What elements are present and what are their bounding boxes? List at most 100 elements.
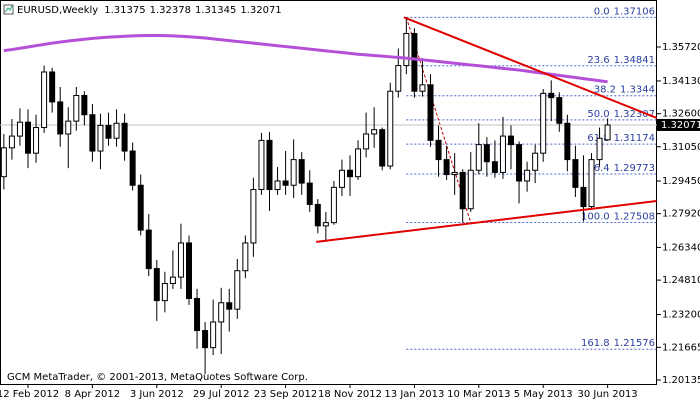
- candle-body: [33, 127, 40, 154]
- candle-body: [113, 122, 120, 139]
- candle-body: [604, 124, 611, 141]
- open: 1.31375: [104, 5, 145, 16]
- candle-body: [355, 148, 362, 178]
- candle-body: [145, 229, 152, 270]
- candle-body: [234, 270, 241, 310]
- y-tick-label: 1.20135: [662, 375, 700, 386]
- candle-body: [572, 159, 579, 188]
- candle-body: [105, 124, 112, 139]
- fib-label: 50.0 1.32307: [587, 109, 655, 120]
- candle-body: [347, 169, 353, 178]
- x-tick-label: 8 Apr 2012: [65, 389, 120, 400]
- fib-label: 38.2 1.3344: [594, 85, 655, 96]
- candle-body: [266, 139, 273, 191]
- x-tick-label: 10 Mar 2013: [447, 389, 510, 400]
- candle-body: [0, 147, 7, 178]
- x-tick-label: 30 Jun 2013: [578, 389, 638, 400]
- moving-average: [3, 33, 608, 84]
- fib-ratio: 161.8: [581, 338, 610, 349]
- candle-body: [65, 120, 72, 135]
- candle-body: [475, 144, 482, 171]
- layers: 1.35720 1.34130 1.32600 1.31050 1.29450 1.279…: [0, 6, 700, 400]
- y-tick-label: 1.35720: [662, 42, 700, 53]
- fib-price: 1.29773: [614, 163, 655, 174]
- candle-body: [186, 242, 192, 299]
- candle-body: [588, 159, 595, 208]
- fib-ratio: 0.0: [594, 6, 610, 17]
- fib-price: 1.32307: [614, 109, 655, 120]
- candle-body: [242, 242, 249, 272]
- candle-body: [161, 283, 168, 302]
- current-price-label: 1.32071: [661, 120, 700, 131]
- symbol-icon-mark: [4, 5, 13, 13]
- candle-body: [483, 144, 490, 163]
- fib-price: 1.37106: [614, 6, 655, 17]
- candle-body: [330, 186, 337, 224]
- fib-price: 1.3344: [620, 85, 655, 96]
- x-tick-label: 29 Jul 2012: [193, 389, 250, 400]
- footer: GCM MetaTrader, © 2001-2013, MetaQuotes …: [7, 372, 308, 383]
- candle-body: [177, 242, 184, 278]
- y-tick-label: 1.34130: [662, 76, 700, 87]
- y-tick-label: 1.31050: [662, 142, 700, 153]
- candle-body: [395, 65, 402, 92]
- fib-ratio: 76.4: [587, 163, 609, 174]
- candle-body: [57, 101, 64, 135]
- candle-body: [202, 330, 209, 349]
- fib-label: 76.4 1.29773: [587, 163, 655, 174]
- candle-body: [467, 169, 474, 210]
- candle-body: [121, 122, 128, 152]
- candle-body: [435, 139, 442, 161]
- candle-body: [451, 171, 458, 176]
- fib-price: 1.27508: [614, 211, 655, 222]
- candle-body: [210, 321, 217, 349]
- x-tick-label: 18 Nov 2012: [318, 389, 382, 400]
- plot-frame: [0, 0, 657, 385]
- header: EURUSD,Weekly 1.31375 1.32378 1.31345 1.3207…: [17, 5, 282, 16]
- candle-body: [338, 169, 345, 188]
- candle-body: [25, 121, 31, 154]
- y-tick-label: 1.23200: [662, 310, 700, 321]
- candle-body: [532, 152, 539, 171]
- candle-body: [153, 268, 160, 302]
- candle-body: [443, 159, 450, 176]
- candle-body: [306, 182, 313, 205]
- candle-body: [427, 84, 434, 141]
- x-tick-label: 3 Jun 2012: [130, 389, 184, 400]
- candle-body: [226, 302, 233, 310]
- candle-body: [419, 84, 426, 92]
- fib-price: 1.31174: [614, 133, 655, 144]
- candle-body: [290, 159, 297, 186]
- y-tick-label: 1.27920: [662, 209, 700, 220]
- candle-body: [411, 33, 418, 92]
- candle-body: [379, 129, 386, 167]
- trendline: [316, 200, 657, 243]
- y-tick-label: 1.32600: [662, 109, 700, 120]
- candle-body: [363, 133, 370, 150]
- candle-body: [499, 135, 506, 173]
- candle-body: [129, 150, 136, 186]
- candle-body: [508, 135, 514, 146]
- candle-body: [540, 92, 547, 154]
- candle-body: [459, 171, 466, 210]
- candle-body: [516, 144, 523, 182]
- candle-body: [322, 222, 329, 227]
- candle-body: [403, 33, 410, 67]
- x-tick-label: 23 Sep 2012: [254, 389, 317, 400]
- candle-body: [387, 90, 394, 167]
- candle-body: [580, 186, 587, 208]
- fib-label: 100.0 1.27508: [581, 211, 655, 222]
- candle-body: [250, 189, 257, 244]
- trendline: [403, 16, 658, 119]
- candle-body: [491, 161, 498, 173]
- current-price-tag: [657, 118, 700, 131]
- y-tick-label: 1.26340: [662, 242, 700, 253]
- fib-price: 1.34841: [614, 55, 655, 66]
- candle-body: [258, 139, 265, 191]
- candle-body: [81, 94, 88, 116]
- x-tick-label: 5 May 2013: [514, 389, 573, 400]
- fib-ratio: 38.2: [594, 85, 616, 96]
- y-tick-label: 1.29450: [662, 176, 700, 187]
- candle-body: [564, 122, 571, 161]
